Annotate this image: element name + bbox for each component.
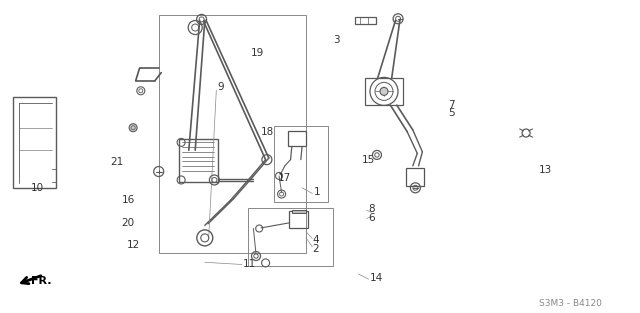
Bar [365, 78, 403, 105]
Text: 15: 15 [362, 155, 375, 165]
Text: 9: 9 [218, 82, 224, 92]
Text: 1: 1 [314, 187, 320, 198]
Text: 21: 21 [110, 157, 124, 167]
Bar [355, 17, 376, 24]
Bar [179, 139, 218, 182]
Bar [274, 126, 328, 202]
Text: 3: 3 [333, 35, 339, 45]
Bar [406, 168, 424, 186]
Text: 13: 13 [539, 165, 552, 175]
Text: 16: 16 [122, 195, 135, 205]
Text: 8: 8 [368, 204, 374, 214]
Text: 10: 10 [31, 183, 44, 193]
Circle shape [380, 87, 388, 95]
Text: 19: 19 [251, 48, 264, 58]
Text: FR.: FR. [31, 276, 51, 286]
Text: 11: 11 [243, 259, 257, 269]
Text: 7: 7 [448, 100, 454, 110]
Bar [248, 208, 333, 266]
Text: 2: 2 [312, 244, 319, 254]
Text: 18: 18 [261, 127, 275, 137]
Bar [289, 211, 308, 228]
Text: 14: 14 [370, 273, 383, 283]
Text: S3M3 - B4120: S3M3 - B4120 [539, 299, 602, 308]
Bar [13, 97, 56, 188]
Text: 12: 12 [127, 240, 140, 250]
Bar [292, 210, 306, 213]
Text: 17: 17 [278, 173, 291, 183]
Text: 4: 4 [312, 235, 319, 245]
Circle shape [129, 124, 137, 132]
Bar [159, 15, 306, 253]
Text: 20: 20 [122, 218, 135, 228]
Bar [288, 131, 306, 146]
Text: 5: 5 [448, 108, 454, 118]
Text: 6: 6 [368, 213, 374, 223]
